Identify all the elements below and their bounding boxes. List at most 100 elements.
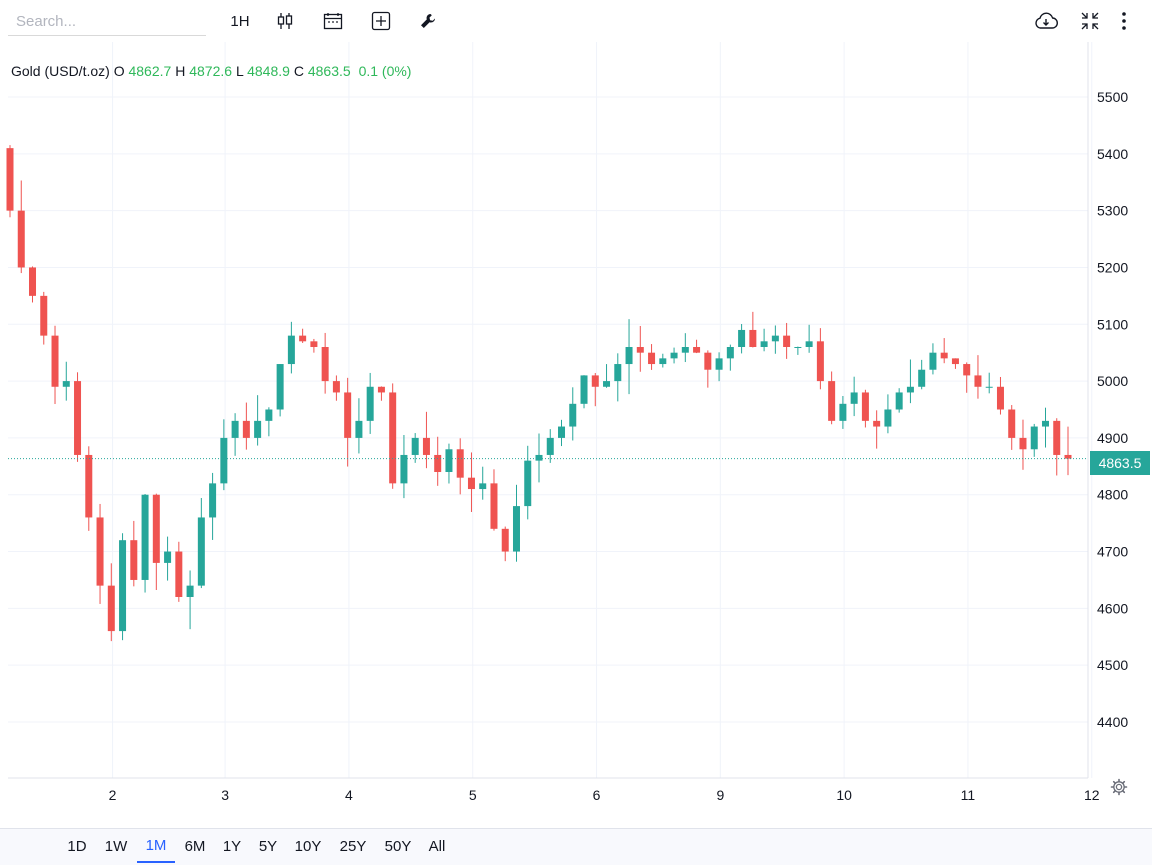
- candle-body: [389, 392, 397, 484]
- legend-high-value: 4872.6: [189, 63, 233, 79]
- candle-body: [715, 358, 723, 370]
- candle-body: [377, 386, 385, 393]
- candle-body: [906, 386, 914, 393]
- candle-body: [40, 295, 48, 336]
- candle-body: [152, 494, 160, 563]
- candles-icon[interactable]: [275, 9, 295, 33]
- candle-body: [535, 454, 543, 461]
- candle-body: [355, 420, 363, 438]
- add-indicator-icon[interactable]: [370, 9, 392, 33]
- candle-body: [591, 375, 599, 387]
- candle-body: [760, 341, 768, 347]
- x-tick-label: 6: [593, 787, 601, 803]
- candle-body: [580, 375, 588, 404]
- candle-body: [164, 551, 172, 563]
- candle-body: [479, 483, 487, 490]
- candle-body: [209, 483, 217, 518]
- candle-body: [51, 335, 59, 387]
- y-tick-label: 5000: [1097, 373, 1128, 389]
- candle-body: [299, 335, 307, 342]
- candle-body: [62, 381, 70, 387]
- interval-button[interactable]: 1H: [230, 12, 250, 30]
- candle-body: [242, 420, 250, 438]
- range-6m[interactable]: 6M: [184, 837, 206, 855]
- candle-body: [74, 381, 82, 455]
- candle-body: [310, 341, 318, 347]
- y-tick-label: 4900: [1097, 430, 1128, 446]
- settings-wrench-icon[interactable]: [417, 9, 439, 33]
- candle-body: [186, 585, 194, 597]
- candle-body: [411, 437, 419, 455]
- candle-body: [422, 437, 430, 455]
- y-tick-label: 5400: [1097, 146, 1128, 162]
- candle-body: [119, 540, 127, 632]
- y-tick-label: 5200: [1097, 259, 1128, 275]
- candle-body: [704, 352, 712, 370]
- candle-body: [197, 517, 205, 586]
- candle-body: [175, 551, 183, 597]
- y-tick-label: 4700: [1097, 544, 1128, 560]
- candle-body: [332, 381, 340, 393]
- legend-change: 0.1 (0%): [358, 63, 412, 79]
- range-1d[interactable]: 1D: [67, 837, 87, 855]
- candle-body: [659, 358, 667, 365]
- range-50y[interactable]: 50Y: [384, 837, 412, 855]
- candle-body: [1008, 409, 1016, 438]
- gear-icon[interactable]: [1110, 778, 1128, 801]
- candle-body: [861, 392, 869, 421]
- candle-body: [951, 358, 959, 365]
- y-tick-label: 5500: [1097, 89, 1128, 105]
- x-tick-label: 2: [109, 787, 117, 803]
- candle-body: [501, 528, 509, 552]
- candle-body: [276, 364, 284, 410]
- search-input[interactable]: [8, 8, 206, 36]
- candle-body: [603, 381, 611, 387]
- candle-body: [490, 483, 498, 529]
- range-1y[interactable]: 1Y: [222, 837, 242, 855]
- x-tick-label: 3: [221, 787, 229, 803]
- candle-body: [670, 352, 678, 359]
- range-10y[interactable]: 10Y: [294, 837, 322, 855]
- candle-body: [839, 403, 847, 421]
- candle-body: [434, 454, 442, 472]
- candle-body: [726, 347, 734, 359]
- candle-body: [231, 420, 239, 438]
- calendar-icon[interactable]: [322, 9, 344, 33]
- candle-body: [963, 364, 971, 376]
- cloud-download-icon[interactable]: [1033, 9, 1059, 33]
- more-vertical-icon[interactable]: [1118, 9, 1130, 33]
- candle-body: [558, 426, 566, 438]
- range-1m[interactable]: 1M: [137, 829, 175, 863]
- candle-body: [738, 329, 746, 347]
- legend-low-value: 4848.9: [247, 63, 290, 79]
- range-25y[interactable]: 25Y: [339, 837, 367, 855]
- candle-body: [1019, 437, 1027, 450]
- candle-body: [141, 494, 149, 580]
- y-tick-label: 4800: [1097, 487, 1128, 503]
- candle-body: [321, 347, 329, 382]
- candle-body: [996, 386, 1004, 410]
- range-1w[interactable]: 1W: [104, 837, 128, 855]
- range-all[interactable]: All: [428, 837, 446, 855]
- legend-close-label: C: [293, 63, 304, 79]
- range-5y[interactable]: 5Y: [258, 837, 278, 855]
- candle-body: [873, 420, 881, 427]
- candle-body: [1030, 426, 1038, 450]
- price-chart[interactable]: 4400 4500 4600 4700 4800 4900 5000 5100 5200 5300…: [0, 0, 1152, 828]
- candle-body: [107, 585, 115, 632]
- candle-body: [636, 347, 644, 353]
- ohlc-legend: Gold (USD/t.oz) O 4862.7 H 4872.6 L 4848…: [11, 63, 411, 79]
- candle-body: [794, 347, 802, 348]
- legend-open-value: 4862.7: [128, 63, 172, 79]
- fullscreen-icon[interactable]: [1079, 9, 1101, 33]
- candle-body: [445, 449, 453, 472]
- candle-body: [850, 392, 858, 404]
- candle-body: [524, 460, 532, 507]
- candle-body: [749, 329, 757, 347]
- candle-body: [974, 375, 982, 387]
- last-price-tag: 4863.5: [1090, 451, 1150, 475]
- candle-body: [265, 409, 273, 421]
- candle-body: [771, 335, 779, 342]
- candle-body: [648, 352, 656, 365]
- legend-open-label: O: [113, 63, 125, 79]
